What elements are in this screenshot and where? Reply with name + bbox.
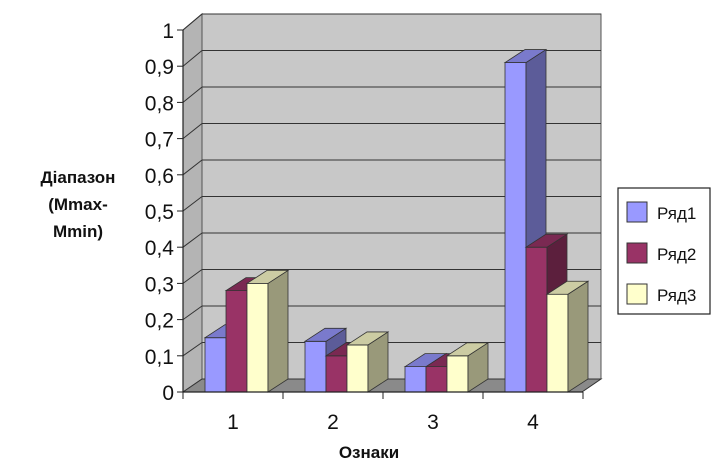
x-tick-label: 3 bbox=[427, 411, 439, 434]
x-tick-label: 2 bbox=[327, 411, 339, 434]
bar-top bbox=[345, 331, 390, 346]
gridline-side bbox=[182, 13, 203, 31]
y-tick-label: 0,7 bbox=[145, 129, 174, 152]
y-tick-label: 0,1 bbox=[145, 346, 174, 369]
y-tick-label: 0,9 bbox=[145, 56, 174, 79]
plot-side-wall bbox=[182, 12, 203, 393]
bar bbox=[346, 344, 369, 393]
bar bbox=[525, 246, 548, 393]
gridline-side bbox=[182, 196, 203, 212]
y-tick-label: 0,5 bbox=[145, 201, 174, 224]
bar-top bbox=[545, 280, 590, 295]
y-tick-label: 0 bbox=[162, 382, 174, 405]
legend-label: Ряд1 bbox=[657, 204, 696, 223]
legend: Ряд1 Ряд2 Ряд3 bbox=[617, 187, 711, 315]
bar-top bbox=[445, 342, 490, 357]
bar bbox=[246, 282, 269, 393]
bar bbox=[225, 290, 248, 393]
gridline-side bbox=[182, 342, 203, 357]
gridline-side bbox=[182, 232, 203, 248]
gridline-side bbox=[182, 305, 203, 321]
gridline-side bbox=[182, 159, 203, 176]
bar-top bbox=[503, 49, 548, 63]
legend-swatch bbox=[626, 201, 648, 223]
gridline-side bbox=[182, 123, 203, 139]
x-tick-label: 4 bbox=[527, 411, 539, 434]
y-axis-title-line-2: (Mmax- bbox=[48, 195, 108, 214]
bars bbox=[203, 48, 590, 393]
y-axis-title-line-3: Mmin) bbox=[53, 222, 103, 241]
bar bbox=[446, 355, 469, 393]
bar bbox=[504, 62, 527, 393]
y-axis-title-line-1: Діапазон bbox=[41, 168, 116, 187]
bar bbox=[404, 366, 427, 393]
bar-top bbox=[303, 327, 348, 342]
bar-top bbox=[524, 233, 569, 248]
gridline-side bbox=[182, 86, 203, 103]
gridline-side bbox=[182, 50, 203, 67]
bar bbox=[325, 355, 348, 393]
legend-swatch bbox=[626, 242, 648, 264]
legend-swatch bbox=[626, 283, 648, 305]
y-tick-label: 0,4 bbox=[145, 237, 175, 260]
bar-top bbox=[245, 269, 290, 284]
y-tick-label: 0,6 bbox=[145, 165, 174, 188]
x-tick-label: 1 bbox=[227, 411, 239, 434]
bar bbox=[425, 366, 448, 393]
legend-label: Ряд2 bbox=[657, 245, 696, 264]
bar bbox=[546, 293, 569, 393]
x-axis: 1 2 3 4 bbox=[182, 391, 584, 434]
bar bbox=[304, 340, 327, 393]
y-tick-label: 1 bbox=[162, 20, 174, 43]
y-axis: 0 0,1 0,2 0,3 0,4 0,5 0,6 0,7 0,8 0,9 1 bbox=[145, 20, 184, 405]
legend-label: Ряд3 bbox=[657, 286, 696, 305]
bar-side bbox=[267, 269, 289, 393]
y-tick-label: 0,8 bbox=[145, 92, 174, 115]
y-tick-label: 0,3 bbox=[145, 273, 174, 296]
bar-side bbox=[567, 280, 589, 393]
y-axis-title: Діапазон (Mmax- Mmin) bbox=[41, 168, 116, 241]
y-tick-label: 0,2 bbox=[145, 310, 174, 333]
x-axis-title: Ознаки bbox=[339, 443, 399, 462]
bar bbox=[204, 337, 227, 393]
gridline-side bbox=[182, 269, 203, 284]
